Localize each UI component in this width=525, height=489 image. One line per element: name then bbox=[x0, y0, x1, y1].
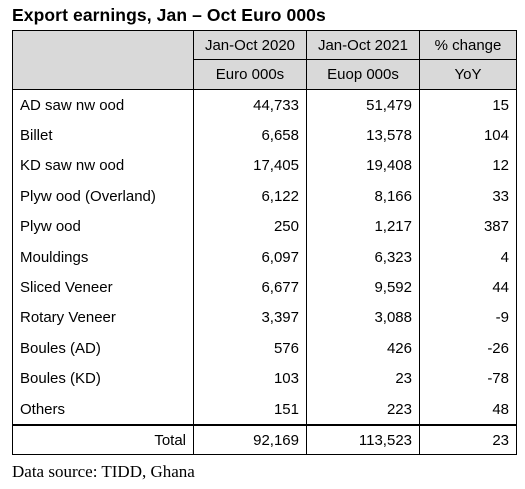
total-2020: 92,169 bbox=[193, 424, 307, 456]
change-yoy: 15 bbox=[419, 88, 517, 121]
product-label: Boules (AD) bbox=[12, 333, 194, 364]
table-row: Plyw ood 250 1,217 387 bbox=[12, 211, 517, 242]
value-2020: 250 bbox=[193, 211, 307, 242]
product-label: Others bbox=[12, 394, 194, 426]
product-label: Rotary Veneer bbox=[12, 302, 194, 334]
value-2020: 151 bbox=[193, 394, 307, 426]
value-2021: 9,592 bbox=[306, 272, 420, 303]
product-label: Sliced Veneer bbox=[12, 272, 194, 303]
change-yoy: 387 bbox=[419, 211, 517, 242]
value-2020: 6,677 bbox=[193, 272, 307, 303]
value-2021: 426 bbox=[306, 333, 420, 364]
table-row: Boules (AD) 576 426 -26 bbox=[12, 333, 517, 364]
value-2020: 6,122 bbox=[193, 181, 307, 212]
header-row-2: Euro 000s Euop 000s YoY bbox=[13, 59, 517, 90]
data-source-note: Data source: TIDD, Ghana bbox=[12, 462, 195, 481]
table-row: KD saw nw ood 17,405 19,408 12 bbox=[12, 150, 517, 182]
change-yoy: 4 bbox=[419, 241, 517, 273]
value-2021: 3,088 bbox=[306, 302, 420, 334]
product-label: Plyw ood bbox=[12, 211, 194, 242]
total-row: Total 92,169 113,523 23 bbox=[12, 424, 517, 456]
header-change-unit: YoY bbox=[419, 59, 517, 90]
table-row: Plyw ood (Overland) 6,122 8,166 33 bbox=[12, 181, 517, 212]
value-2020: 576 bbox=[193, 333, 307, 364]
table-row: Sliced Veneer 6,677 9,592 44 bbox=[12, 272, 517, 303]
total-change-yoy: 23 bbox=[419, 424, 517, 456]
value-2021: 51,479 bbox=[306, 88, 420, 121]
table-row: AD saw nw ood 44,733 51,479 15 bbox=[12, 88, 517, 121]
value-2021: 19,408 bbox=[306, 150, 420, 182]
total-2021: 113,523 bbox=[306, 424, 420, 456]
value-2020: 44,733 bbox=[193, 88, 307, 121]
product-label: KD saw nw ood bbox=[12, 150, 194, 182]
header-2021-unit: Euop 000s bbox=[306, 59, 420, 90]
header-row-1: Jan-Oct 2020 Jan-Oct 2021 % change bbox=[12, 29, 517, 90]
value-2020: 17,405 bbox=[193, 150, 307, 182]
value-2021: 1,217 bbox=[306, 211, 420, 242]
value-2021: 6,323 bbox=[306, 241, 420, 273]
change-yoy: -78 bbox=[419, 363, 517, 395]
value-2021: 223 bbox=[306, 394, 420, 426]
header-change-label: % change bbox=[419, 29, 517, 60]
table-row: Others 151 223 48 bbox=[12, 394, 517, 426]
change-yoy: 44 bbox=[419, 272, 517, 303]
value-2021: 23 bbox=[306, 363, 420, 395]
value-2020: 6,097 bbox=[193, 241, 307, 273]
table-row: Boules (KD) 103 23 -78 bbox=[12, 363, 517, 395]
table-row: Mouldings 6,097 6,323 4 bbox=[12, 241, 517, 273]
header-blank-cell bbox=[12, 30, 194, 90]
table-row: Rotary Veneer 3,397 3,088 -9 bbox=[12, 302, 517, 334]
export-earnings-table: Jan-Oct 2020 Jan-Oct 2021 % change Euro … bbox=[12, 29, 517, 456]
change-yoy: -26 bbox=[419, 333, 517, 364]
total-label: Total bbox=[12, 424, 194, 456]
product-label: Plyw ood (Overland) bbox=[12, 181, 194, 212]
value-2020: 6,658 bbox=[193, 120, 307, 151]
product-label: Mouldings bbox=[12, 241, 194, 273]
product-label: Billet bbox=[12, 120, 194, 151]
change-yoy: 104 bbox=[419, 120, 517, 151]
value-2021: 13,578 bbox=[306, 120, 420, 151]
value-2021: 8,166 bbox=[306, 181, 420, 212]
table-title: Export earnings, Jan – Oct Euro 000s bbox=[12, 5, 326, 25]
change-yoy: 12 bbox=[419, 150, 517, 182]
change-yoy: 33 bbox=[419, 181, 517, 212]
header-2020-unit: Euro 000s bbox=[193, 59, 307, 90]
value-2020: 3,397 bbox=[193, 302, 307, 334]
product-label: Boules (KD) bbox=[12, 363, 194, 395]
header-2021-period: Jan-Oct 2021 bbox=[306, 29, 420, 60]
value-2020: 103 bbox=[193, 363, 307, 395]
change-yoy: -9 bbox=[419, 302, 517, 334]
table-row: Billet 6,658 13,578 104 bbox=[12, 120, 517, 151]
product-label: AD saw nw ood bbox=[12, 88, 194, 121]
header-2020-period: Jan-Oct 2020 bbox=[193, 29, 307, 60]
change-yoy: 48 bbox=[419, 394, 517, 426]
